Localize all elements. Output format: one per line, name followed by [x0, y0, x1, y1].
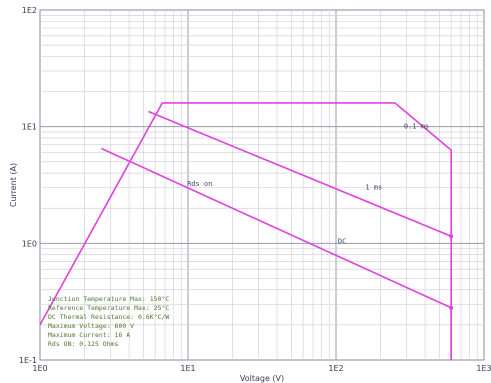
series-group	[39, 102, 454, 360]
y-axis-label: Current (A)	[9, 163, 18, 207]
series-label-rds-on: Rds on	[187, 180, 212, 188]
info-line: DC Thermal Resistance: 0.6K°C/W	[48, 313, 169, 321]
x-tick-label: 1E3	[476, 364, 491, 373]
y-tick-label: 1E1	[22, 123, 37, 132]
y-tick-label: 1E2	[22, 6, 37, 15]
info-line: Rds ON: 0.125 Ohms	[48, 340, 119, 348]
series-label-1-ms: 1 ms	[365, 183, 382, 191]
device-info-annotation: Junction Temperature Max: 150°CReference…	[48, 295, 169, 348]
info-line: Junction Temperature Max: 150°C	[48, 295, 169, 303]
x-tick-label: 1E1	[180, 364, 195, 373]
series-labels: 0.1 ms 1 ms DC Rds on	[187, 123, 429, 246]
series-end-marker	[449, 234, 454, 239]
info-line: Maximum Current: 16 A	[48, 331, 130, 339]
series-line-0-1-ms	[162, 102, 453, 360]
series-label-dc: DC	[338, 237, 346, 245]
series-label-0-1-ms: 0.1 ms	[404, 123, 429, 131]
series-line-1-ms	[148, 110, 452, 238]
x-tick-labels: 1E0 1E1 1E2 1E3	[32, 364, 491, 373]
x-tick-label: 1E2	[328, 364, 343, 373]
info-line: Maximum Voltage: 600 V	[48, 322, 134, 330]
plot-area	[39, 9, 485, 361]
series-line-rds-on	[39, 102, 164, 326]
info-line: Reference Temperature Max: 25°C	[48, 304, 169, 312]
x-axis-label: Voltage (V)	[240, 374, 284, 383]
grid-lines	[40, 10, 484, 360]
x-tick-label: 1E0	[32, 364, 47, 373]
y-tick-label: 1E0	[22, 239, 37, 248]
y-tick-labels: 1E-1 1E0 1E1 1E2	[19, 6, 37, 365]
y-tick-label: 1E-1	[19, 356, 37, 365]
series-end-marker	[449, 305, 454, 310]
